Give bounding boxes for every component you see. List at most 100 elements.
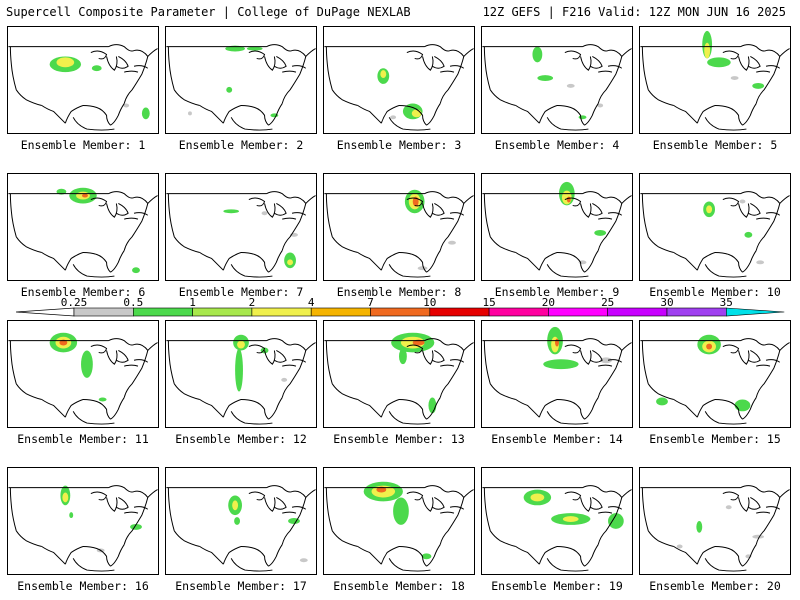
scp-contour-area — [235, 348, 243, 392]
map-boundary-line — [621, 489, 632, 498]
map-boundary-line — [281, 49, 307, 104]
map-boundary-line — [266, 338, 293, 346]
ensemble-map-panel — [165, 26, 317, 134]
map-boundary-line — [331, 89, 358, 106]
map-boundary-line — [9, 340, 17, 384]
map-boundary-line — [440, 70, 455, 73]
map-boundary-line — [331, 236, 358, 253]
colorbar-swatch — [370, 307, 431, 317]
map-boundary-line — [106, 350, 118, 365]
map-boundary-line — [124, 364, 139, 367]
map-boundary-line — [230, 264, 273, 278]
map-boundary-line — [738, 56, 750, 71]
scp-contour-area — [706, 343, 713, 350]
map-boundary-line — [398, 105, 427, 126]
map-boundary-line — [755, 490, 781, 545]
map-boundary-line — [15, 89, 42, 106]
scp-contour-area — [566, 83, 575, 88]
map-boundary-line — [590, 203, 603, 216]
map-boundary-line — [64, 399, 84, 418]
map-boundary-line — [357, 252, 382, 271]
map-boundary-line — [779, 48, 790, 57]
map-boundary-line — [388, 264, 431, 278]
ensemble-map-panel — [481, 173, 633, 281]
us-map — [640, 191, 790, 278]
ensemble-member-label: Ensemble Member: 4 — [494, 138, 620, 152]
map-boundary-line — [449, 65, 465, 69]
map-boundary-line — [426, 544, 441, 567]
map-boundary-line — [173, 383, 200, 400]
map-boundary-line — [388, 117, 431, 131]
map-boundary-line — [248, 344, 266, 354]
us-map — [640, 485, 790, 572]
map-boundary-line — [779, 489, 790, 498]
map-boundary-line — [463, 195, 474, 204]
us-map — [482, 44, 632, 131]
map-boundary-line — [704, 411, 747, 425]
map-boundary-line — [64, 252, 84, 271]
colorbar-swatch — [251, 307, 312, 317]
map-boundary-line — [756, 70, 771, 73]
map-boundary-line — [222, 399, 242, 418]
map-boundary-line — [742, 397, 757, 420]
map-boundary-line — [714, 399, 743, 420]
map-boundary-line — [641, 340, 649, 384]
map-boundary-line — [199, 252, 224, 271]
colorbar-tick-label: 1 — [189, 296, 196, 309]
ensemble-map-panel — [639, 26, 791, 134]
map-boundary-line — [546, 558, 589, 572]
map-boundary-line — [483, 46, 491, 90]
scp-contour-area — [744, 231, 753, 238]
map-boundary-line — [738, 497, 750, 512]
map-boundary-line — [116, 203, 129, 216]
map-boundary-line — [546, 411, 589, 425]
scp-contour-area — [676, 544, 683, 549]
scp-contour-area — [69, 512, 74, 519]
map-boundary-line — [449, 359, 465, 363]
map-boundary-line — [9, 487, 17, 531]
map-boundary-line — [90, 50, 108, 60]
map-boundary-line — [240, 546, 269, 567]
map-boundary-line — [133, 212, 149, 216]
ensemble-member-label: Ensemble Member: 1 — [20, 138, 146, 152]
map-boundary-line — [607, 506, 623, 510]
map-boundary-line — [268, 397, 283, 420]
map-boundary-line — [515, 252, 540, 271]
map-boundary-line — [82, 105, 111, 126]
map-boundary-line — [291, 359, 307, 363]
map-boundary-line — [483, 193, 491, 237]
map-boundary-line — [64, 105, 84, 124]
map-boundary-line — [584, 544, 599, 567]
map-boundary-line — [489, 530, 516, 547]
map-boundary-line — [673, 399, 698, 418]
map-boundary-line — [426, 397, 441, 420]
scp-contour-area — [91, 65, 102, 72]
ensemble-member-label: Ensemble Member: 6 — [20, 285, 146, 299]
map-boundary-line — [266, 44, 293, 52]
scp-contour-area — [739, 199, 746, 204]
map-boundary-line — [388, 558, 431, 572]
map-boundary-line — [282, 511, 297, 514]
colorbar-tick-label: 15 — [482, 296, 495, 309]
map-boundary-line — [133, 506, 149, 510]
map-boundary-line — [742, 544, 757, 567]
map-boundary-line — [738, 203, 750, 218]
ensemble-map-panel — [7, 26, 159, 134]
map-boundary-line — [90, 491, 108, 501]
run-valid-time: 12Z GEFS | F216 Valid: 12Z MON JUN 16 20… — [482, 5, 786, 19]
scp-contour-area — [594, 229, 607, 236]
map-boundary-line — [266, 191, 293, 199]
colorbar-tick-label: 25 — [601, 296, 614, 309]
scp-contour-area — [555, 338, 559, 347]
map-boundary-line — [124, 511, 139, 514]
map-boundary-line — [108, 44, 135, 52]
map-boundary-line — [704, 264, 747, 278]
map-boundary-line — [483, 487, 491, 531]
scp-contour-area — [123, 103, 130, 108]
ensemble-map-panel — [481, 320, 633, 428]
colorbar-tick-label: 10 — [423, 296, 436, 309]
scp-contour-area — [706, 205, 713, 214]
scp-contour-area — [448, 240, 456, 245]
map-boundary-line — [264, 350, 276, 365]
ensemble-map-panel — [639, 467, 791, 575]
